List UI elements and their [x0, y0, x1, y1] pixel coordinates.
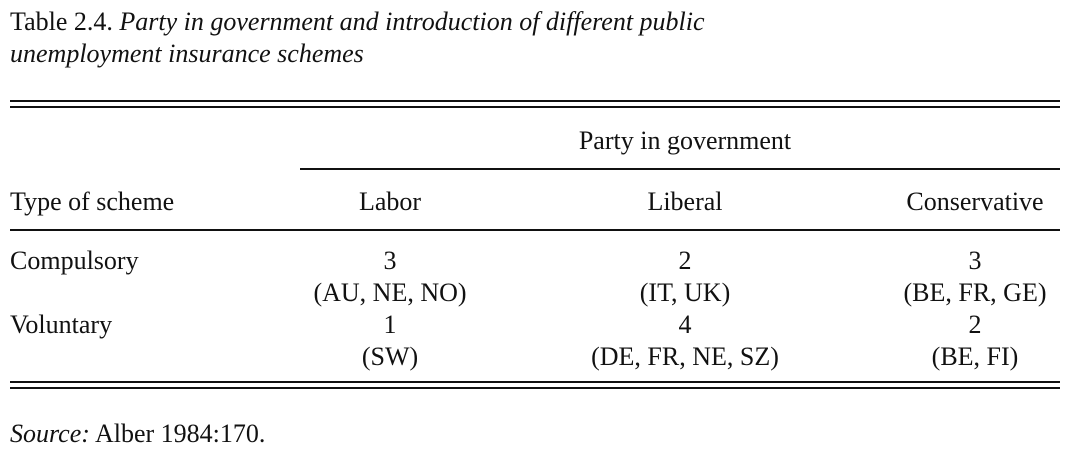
header-rule [10, 229, 1060, 231]
spanner-header: Party in government [578, 126, 792, 155]
spanner-rule [300, 168, 1060, 170]
cell-compulsory-conservative-count: 3 [968, 246, 982, 275]
cell-voluntary-labor-count: 1 [383, 310, 397, 339]
row-label-compulsory: Compulsory [10, 246, 139, 275]
cell-compulsory-liberal-countries: (IT, UK) [639, 278, 731, 307]
header-labor: Labor [358, 187, 422, 216]
cell-compulsory-liberal-count: 2 [678, 246, 692, 275]
top-rule-upper [10, 100, 1060, 102]
table-number: Table 2.4. [10, 7, 113, 36]
cell-voluntary-labor-countries: (SW) [361, 342, 419, 371]
table-title-line1: Party in government and introduction of … [119, 7, 705, 36]
cell-compulsory-labor-countries: (AU, NE, NO) [313, 278, 467, 307]
cell-voluntary-conservative-count: 2 [968, 310, 982, 339]
header-liberal: Liberal [647, 187, 723, 216]
source-note: Source: Alber 1984:170. [10, 419, 265, 449]
bottom-rule-upper [10, 381, 1060, 383]
source-text: Alber 1984:170. [89, 419, 266, 448]
header-conservative: Conservative [906, 187, 1044, 216]
header-type-of-scheme: Type of scheme [10, 187, 175, 216]
top-rule-lower [10, 106, 1060, 108]
table-title-line2: unemployment insurance schemes [10, 39, 364, 68]
bottom-rule-lower [10, 387, 1060, 389]
row-label-voluntary: Voluntary [10, 310, 113, 339]
cell-voluntary-conservative-countries: (BE, FI) [931, 342, 1019, 371]
cell-compulsory-labor-count: 3 [383, 246, 397, 275]
cell-voluntary-liberal-countries: (DE, FR, NE, SZ) [591, 342, 779, 371]
table-caption: Table 2.4. Party in government and intro… [10, 6, 1060, 70]
source-label: Source: [10, 419, 90, 448]
cell-compulsory-conservative-countries: (BE, FR, GE) [903, 278, 1047, 307]
cell-voluntary-liberal-count: 4 [678, 310, 692, 339]
